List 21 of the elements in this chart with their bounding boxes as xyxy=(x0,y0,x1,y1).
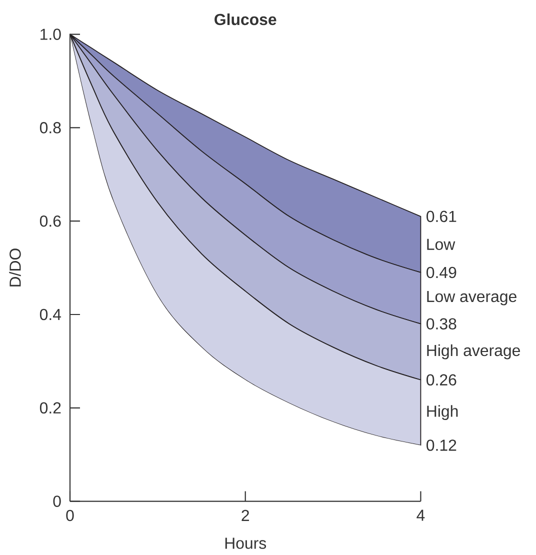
y-tick-label: 0.4 xyxy=(40,308,62,320)
y2-tick-label: 0.12 xyxy=(426,440,456,451)
y-tick-label: 0 xyxy=(53,496,61,507)
chart-title: Glucose xyxy=(214,13,276,26)
y2-tick-label: 0.26 xyxy=(426,374,456,386)
x-axis-title: Hours xyxy=(225,538,266,549)
y-tick-label: 1.0 xyxy=(40,28,61,40)
y-tick-label: 0.2 xyxy=(40,402,61,414)
y2-tick-label: 0.49 xyxy=(426,266,456,278)
y-tick-label: 0.8 xyxy=(40,122,61,134)
y2-tick-label: 0.61 xyxy=(426,210,456,222)
y2-tick-label: 0.38 xyxy=(426,318,456,330)
x-tick-label: 4 xyxy=(416,510,425,521)
series-label: High xyxy=(427,405,458,420)
series-label: High average xyxy=(427,344,520,360)
y-tick-label: 0.6 xyxy=(40,215,61,227)
x-tick-label: 0 xyxy=(66,510,74,522)
series-label: Low xyxy=(427,238,456,250)
x-tick-label: 2 xyxy=(242,510,249,521)
series-label: Low average xyxy=(427,291,516,306)
y-axis-title: D/DO xyxy=(9,248,21,286)
